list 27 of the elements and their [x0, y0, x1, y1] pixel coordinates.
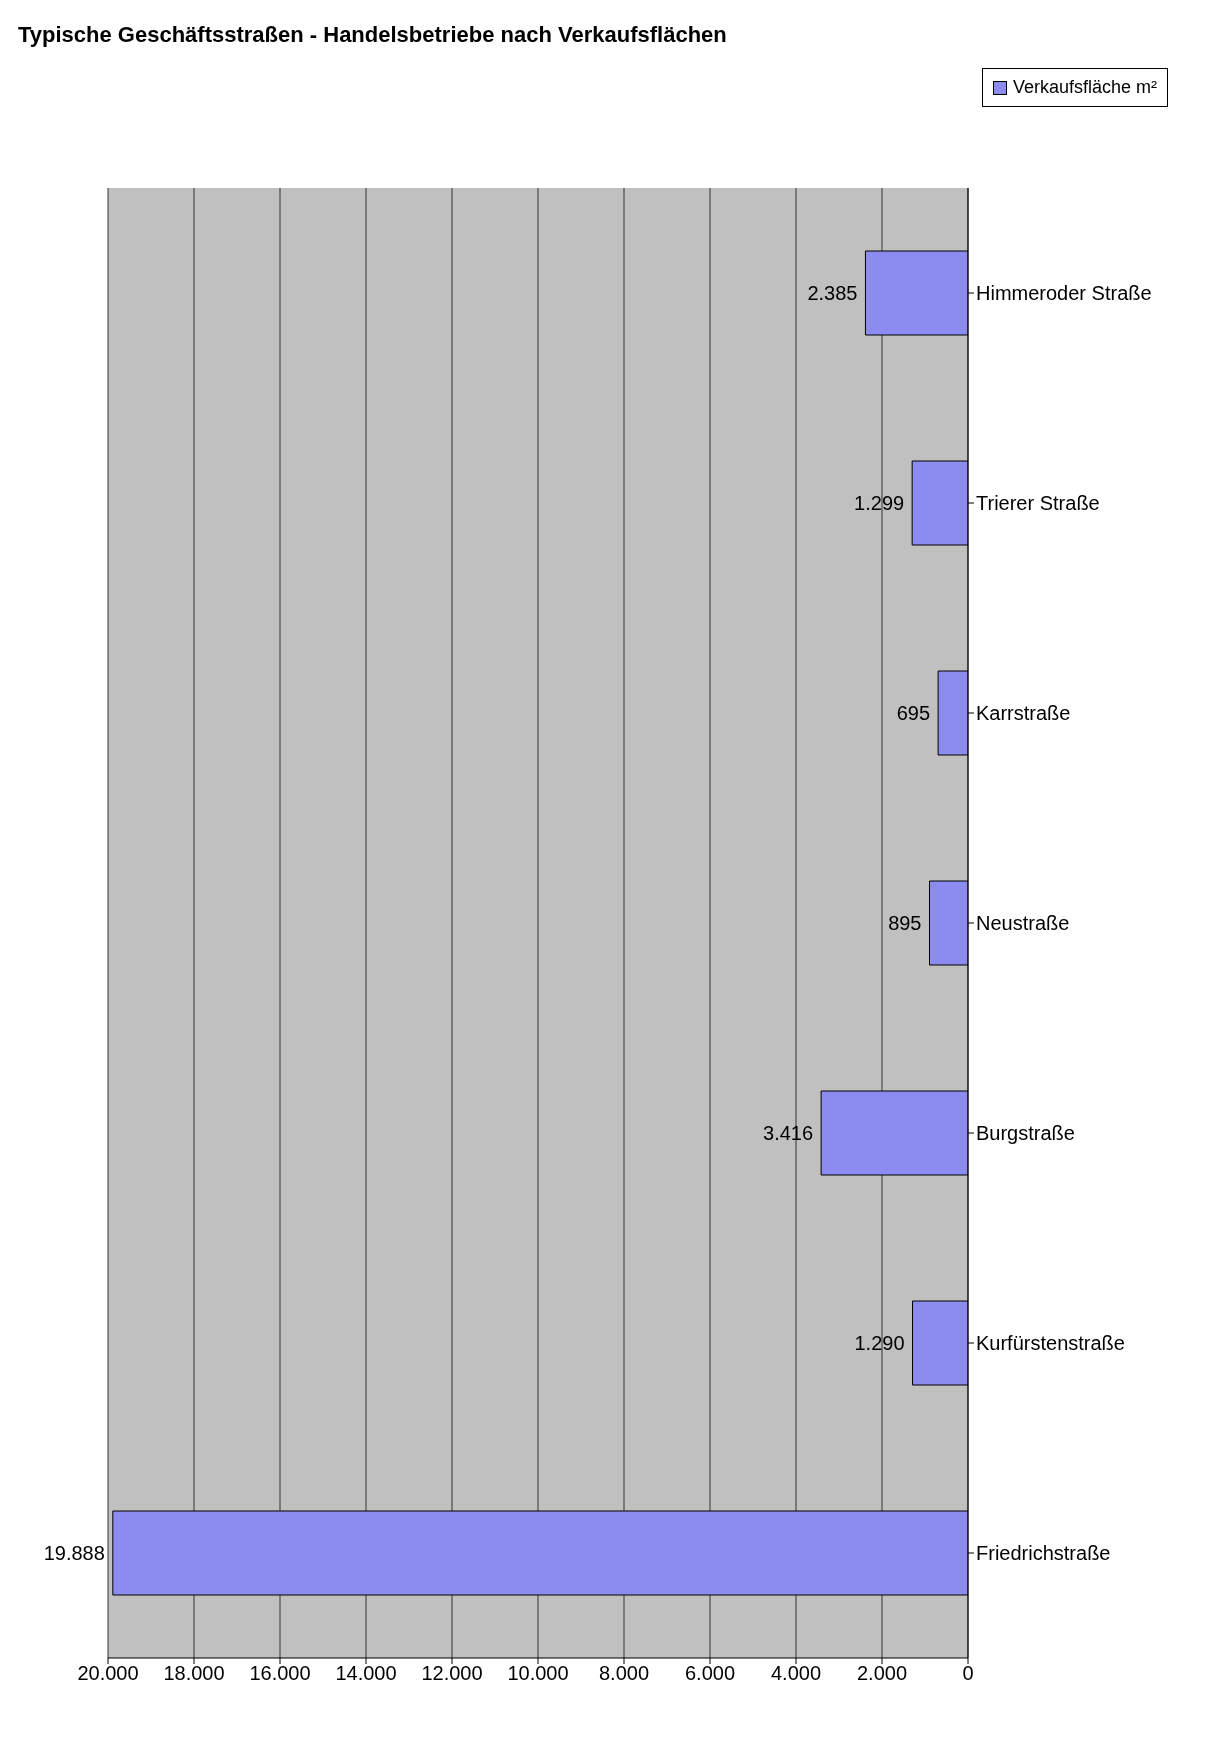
text: 1.299 — [854, 492, 905, 514]
x-tick-label: 16.000 — [249, 1662, 311, 1685]
y-tick-label: Karrstraße — [976, 702, 1071, 725]
y-tick-label: Burgstraße — [976, 1122, 1075, 1145]
x-tick-label: 6.000 — [684, 1662, 736, 1685]
text: 695 — [896, 702, 931, 724]
x-tick-label: 4.000 — [770, 1662, 822, 1685]
x-tick-label: 2.000 — [856, 1662, 908, 1685]
x-tick-label: 20.000 — [77, 1662, 139, 1685]
legend-label: Verkaufsfläche m² — [1012, 77, 1157, 98]
text: 895 — [888, 912, 922, 934]
text: 2.385 — [807, 282, 858, 304]
text: 1.290 — [854, 1332, 905, 1354]
chart-title: Typische Geschäftsstraßen - Handelsbetriebe nach Verkaufsflächen — [17, 21, 728, 49]
text: 19.888 — [43, 1542, 105, 1564]
text: 3.416 — [763, 1122, 814, 1144]
x-tick-label: 0 — [962, 1662, 974, 1685]
x-tick-label: 12.000 — [421, 1662, 483, 1685]
y-tick-label: Kurfürstenstraße — [976, 1332, 1125, 1355]
y-tick-label: Neustraße — [976, 912, 1070, 935]
x-tick-label: 18.000 — [163, 1662, 225, 1685]
x-tick-label: 14.000 — [335, 1662, 397, 1685]
x-tick-label: 8.000 — [598, 1662, 650, 1685]
y-tick-label: Friedrichstraße — [976, 1542, 1111, 1565]
y-tick-label: Himmeroder Straße — [976, 282, 1152, 305]
x-tick-label: 10.000 — [507, 1662, 569, 1685]
y-tick-label: Trierer Straße — [976, 492, 1100, 515]
